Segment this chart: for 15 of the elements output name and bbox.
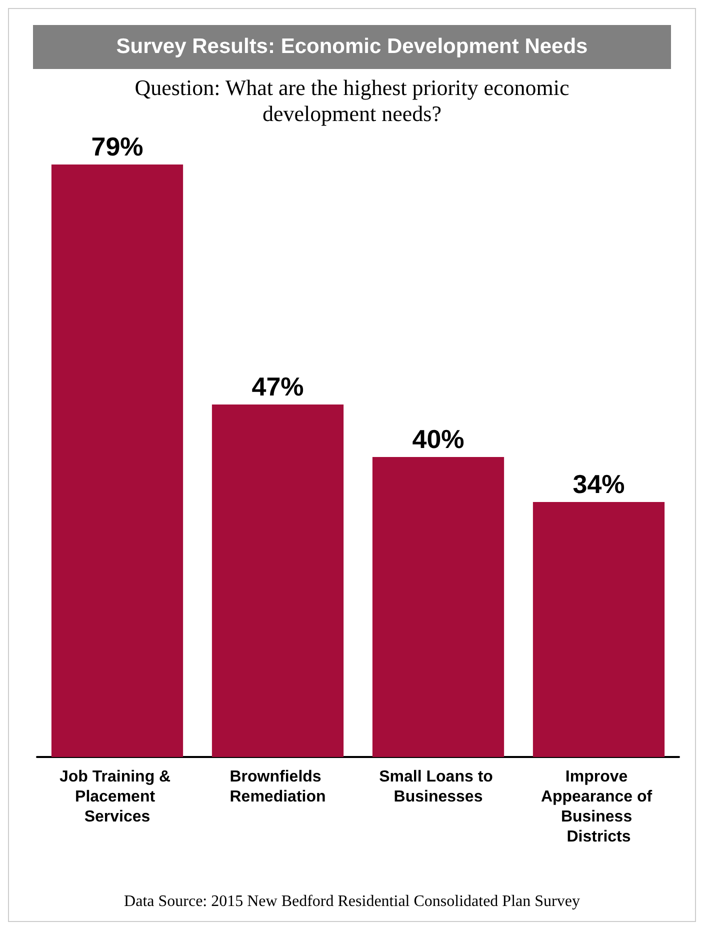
bar [372,457,504,757]
bar [212,404,344,757]
bar [51,164,184,757]
data-label: 40% [412,424,464,454]
chart-title: Survey Results: Economic Development Needs [33,25,671,69]
x-tick-label: Job Training & Placement Services [59,768,176,826]
data-label: 79% [91,132,144,162]
source-note: Data Source: 2015 New Bedford Residential Consolidated Plan Survey [123,893,581,911]
x-tick-label: Brownfields Remediation [230,768,326,806]
bar [532,502,665,757]
x-tick-label: Improve Appearance of Business Districts [540,768,657,846]
data-label: 34% [572,469,625,499]
data-label: 47% [252,372,304,402]
x-tick-label: Small Loans to Businesses [379,768,498,806]
chart-subtitle: Question: What are the highest priority economic development needs? [134,75,570,127]
